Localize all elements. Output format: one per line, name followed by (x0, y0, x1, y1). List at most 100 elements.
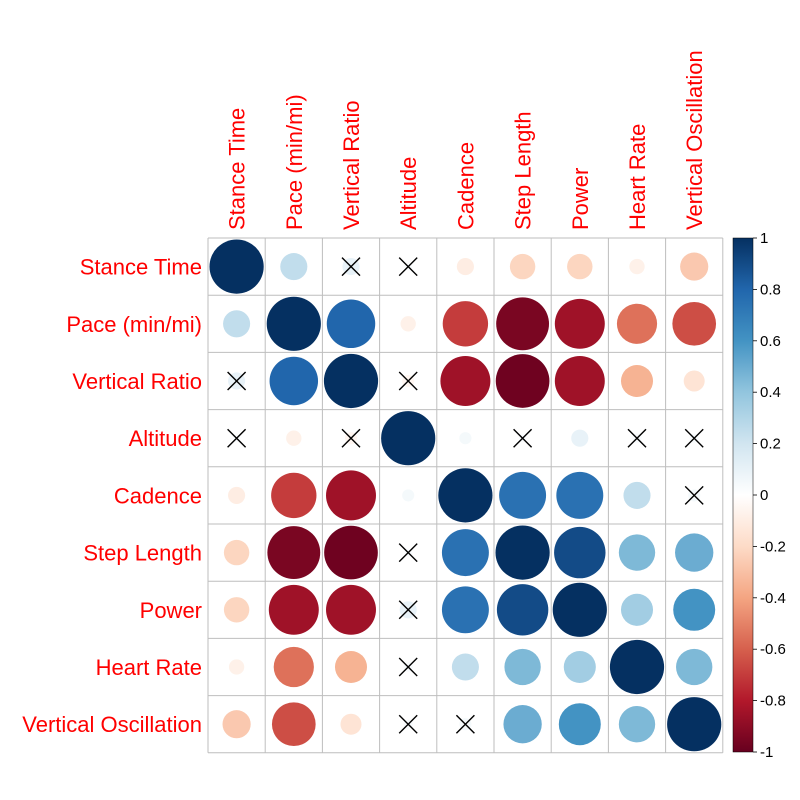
correlation-circle-cadence-altitude (402, 489, 415, 502)
correlation-circle-vertical-oscillation-vertical-ratio (340, 713, 362, 735)
correlation-circle-heart-rate-heart-rate (609, 639, 665, 695)
column-label-vertical-ratio: Vertical Ratio (339, 100, 364, 230)
row-label-step-length: Step Length (83, 541, 202, 566)
correlation-circle-step-length-heart-rate (618, 534, 656, 571)
correlation-circle-cadence-power (556, 471, 604, 519)
column-label-power: Power (568, 168, 593, 230)
insignificant-cross-altitude-step-length (513, 428, 533, 448)
correlation-circle-pace-min-mi-pace-min-mi (266, 296, 321, 351)
row-label-power: Power (140, 598, 202, 623)
correlation-circle-power-step-length (496, 584, 549, 636)
colorbar-tick-label: 0.2 (760, 436, 781, 453)
correlation-circle-pace-min-mi-stance-time (223, 310, 251, 338)
correlation-circle-stance-time-power (567, 253, 593, 280)
insignificant-cross-altitude-vertical-oscillation (684, 428, 704, 448)
correlation-circle-heart-rate-vertical-ratio (334, 650, 368, 684)
correlation-circle-vertical-oscillation-heart-rate (618, 706, 656, 743)
correlation-circle-stance-time-cadence (456, 258, 474, 276)
row-label-vertical-oscillation: Vertical Oscillation (22, 712, 202, 737)
insignificant-cross-step-length-altitude (398, 543, 418, 563)
colorbar-tick-label: -0.6 (760, 641, 786, 658)
correlation-circle-cadence-step-length (499, 471, 547, 519)
colorbar-tick-label: -1 (760, 744, 773, 761)
correlation-circle-stance-time-pace-min-mi (280, 253, 308, 281)
correlation-circle-pace-min-mi-cadence (442, 301, 489, 347)
row-label-pace-min-mi: Pace (min/mi) (66, 312, 202, 337)
grid (207, 237, 724, 754)
correlation-circle-step-length-stance-time (223, 539, 250, 566)
correlation-circle-vertical-oscillation-step-length (503, 705, 542, 744)
colorbar-tick-label: 0.6 (760, 333, 781, 350)
correlation-circle-power-vertical-ratio (326, 584, 376, 635)
colorbar-tick-label: 0.4 (760, 384, 781, 401)
correlation-circle-power-power (552, 582, 607, 637)
insignificant-cross-altitude-heart-rate (627, 428, 647, 448)
column-label-heart-rate: Heart Rate (625, 124, 650, 230)
insignificant-cross-altitude-vertical-ratio (341, 428, 361, 448)
correlation-circle-vertical-ratio-step-length (495, 354, 550, 408)
correlation-circle-cadence-pace-min-mi (271, 472, 317, 519)
correlation-circle-heart-rate-cadence (451, 653, 479, 681)
correlation-circle-cadence-vertical-ratio (326, 470, 376, 521)
column-label-pace-min-mi: Pace (min/mi) (282, 94, 307, 230)
colorbar-gradient (732, 237, 754, 753)
insignificant-cross-stance-time-altitude (398, 257, 418, 277)
correlation-circle-cadence-heart-rate (623, 481, 651, 509)
correlation-circle-cadence-cadence (438, 468, 493, 523)
correlation-circle-step-length-vertical-oscillation (675, 533, 714, 572)
correlation-circle-step-length-step-length (495, 525, 550, 580)
insignificant-cross-vertical-oscillation-altitude (398, 714, 418, 734)
correlation-circle-vertical-ratio-vertical-ratio (323, 353, 379, 409)
correlation-circle-step-length-pace-min-mi (267, 526, 321, 580)
correlation-circle-vertical-oscillation-pace-min-mi (271, 702, 316, 747)
correlation-circle-vertical-oscillation-stance-time (222, 710, 251, 739)
correlation-circle-vertical-ratio-cadence (440, 356, 491, 406)
correlation-circle-altitude-power (571, 429, 589, 447)
insignificant-cross-stance-time-vertical-ratio (341, 257, 361, 277)
correlation-circle-vertical-oscillation-vertical-oscillation (667, 697, 722, 752)
colorbar-tick-label: 1 (760, 230, 768, 247)
correlation-circle-altitude-cadence (459, 432, 472, 445)
column-label-cadence: Cadence (453, 142, 478, 230)
correlation-circle-power-pace-min-mi (268, 584, 319, 635)
colorbar-tick-label: -0.2 (760, 538, 786, 555)
column-label-vertical-oscillation: Vertical Oscillation (682, 50, 707, 230)
correlation-circle-pace-min-mi-power (554, 298, 605, 349)
correlation-circle-heart-rate-stance-time (228, 659, 245, 675)
row-label-heart-rate: Heart Rate (96, 655, 202, 680)
correlation-circle-step-length-vertical-ratio (324, 525, 378, 580)
correlation-circle-pace-min-mi-heart-rate (616, 303, 658, 344)
column-label-stance-time: Stance Time (225, 108, 250, 230)
column-labels: Stance Time Pace (min/mi) Vertical Ratio Al… (225, 50, 708, 230)
correlation-circle-vertical-ratio-vertical-oscillation (683, 370, 705, 392)
insignificance-crosses (227, 257, 704, 734)
colorbar-tick-label: 0 (760, 487, 768, 504)
row-label-altitude: Altitude (129, 426, 202, 451)
insignificant-cross-vertical-ratio-stance-time (227, 371, 247, 391)
correlation-circle-power-cadence (441, 586, 489, 634)
correlation-circle-pace-min-mi-vertical-oscillation (672, 301, 717, 346)
insignificant-cross-altitude-stance-time (227, 428, 247, 448)
correlation-circle-heart-rate-vertical-oscillation (676, 648, 713, 686)
correlation-circle-altitude-altitude (381, 411, 436, 466)
correlation-circles (209, 239, 722, 752)
correlation-circle-power-heart-rate (620, 593, 654, 626)
column-label-step-length: Step Length (511, 111, 536, 230)
correlation-circle-vertical-ratio-heart-rate (620, 364, 654, 398)
insignificant-cross-heart-rate-altitude (398, 657, 418, 677)
correlation-circle-step-length-cadence (441, 529, 489, 577)
insignificant-cross-power-altitude (398, 600, 418, 620)
colorbar-ticks: 1 0.8 0.6 0.4 0.2 0 -0.2 -0.4 -0.6 -0.8 -1 (753, 230, 786, 761)
correlation-circle-heart-rate-pace-min-mi (273, 646, 314, 688)
insignificant-cross-cadence-vertical-oscillation (684, 485, 704, 505)
correlation-circle-heart-rate-step-length (504, 648, 541, 686)
correlation-circle-vertical-oscillation-power (558, 703, 601, 746)
colorbar: 1 0.8 0.6 0.4 0.2 0 -0.2 -0.4 -0.6 -0.8 -1 (732, 230, 786, 761)
correlation-circle-pace-min-mi-vertical-ratio (326, 299, 376, 349)
correlation-circle-stance-time-stance-time (209, 239, 264, 294)
correlation-circle-step-length-power (554, 526, 606, 579)
insignificant-cross-vertical-oscillation-cadence (455, 714, 475, 734)
row-label-vertical-ratio: Vertical Ratio (72, 369, 202, 394)
correlation-circle-altitude-pace-min-mi (286, 430, 302, 446)
